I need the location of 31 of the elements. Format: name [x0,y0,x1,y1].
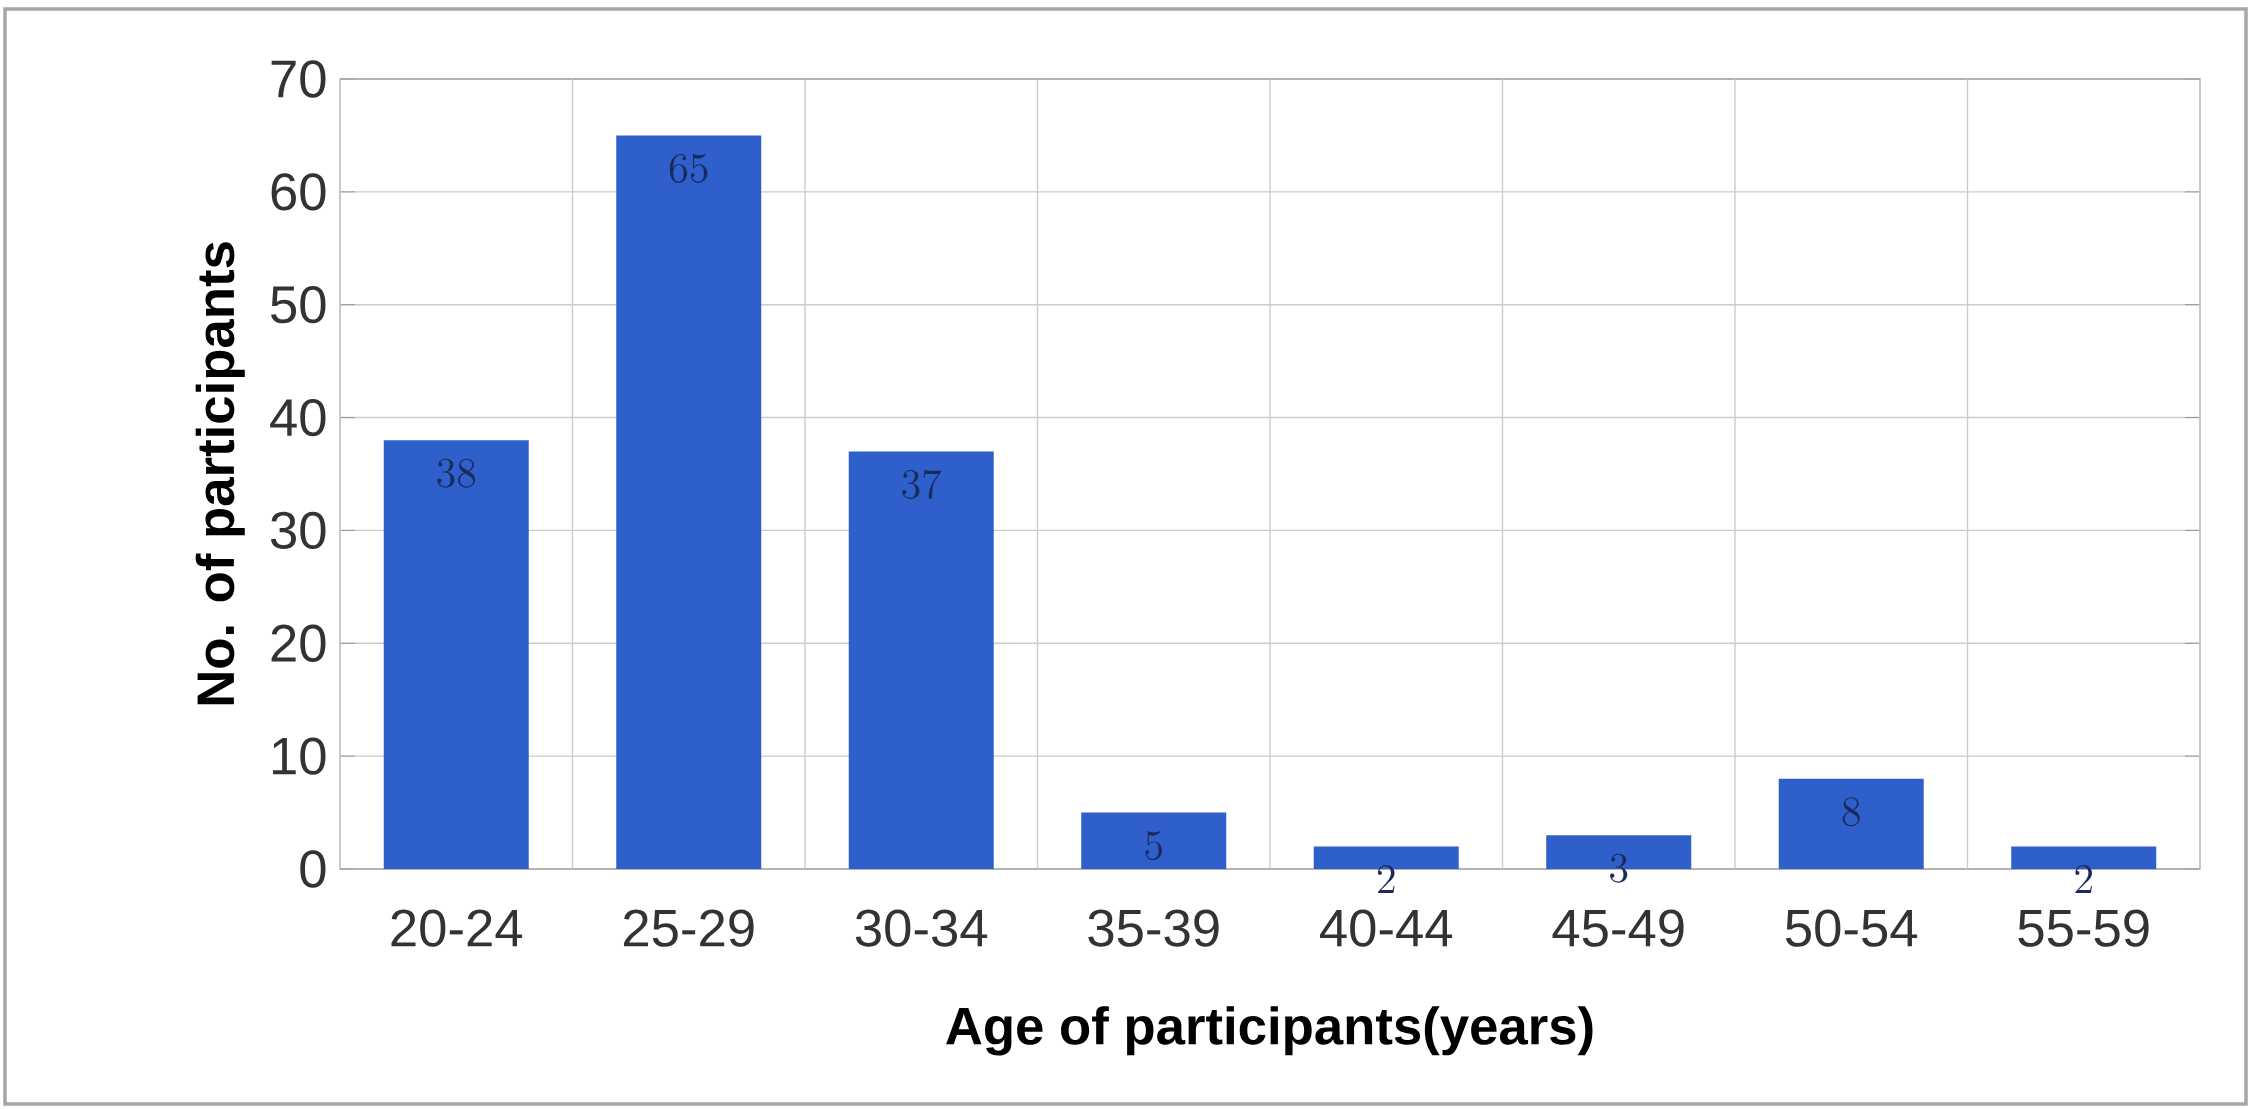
data-label: 8 [1842,797,1860,827]
x-tick-label: 40-44 [1320,909,1453,947]
data-label: 2 [1377,864,1395,894]
y-tick-label: 0 [300,850,326,888]
x-tick-label: 50-54 [1785,909,1918,947]
x-tick-label: 20-24 [391,909,523,947]
bar [383,440,529,869]
y-tick-label: 10 [272,737,326,775]
y-axis-title: No. of participants [195,242,245,705]
y-tick-label: 20 [271,624,326,662]
bar [1778,778,1924,869]
data-label: 5 [1145,831,1162,861]
x-tick-label: 30-34 [855,909,988,947]
bar [616,135,762,869]
data-label: 3 [1610,853,1628,883]
x-tick-label: 35-39 [1088,909,1219,947]
y-tick-label: 40 [270,398,326,437]
y-tick-label: 30 [270,511,326,550]
x-axis-title: Age of participants(years) [946,1006,1593,1056]
x-tick-label: 45-49 [1552,909,1684,947]
y-tick-label: 50 [271,286,326,324]
data-label: 65 [669,153,708,183]
bar [1081,812,1227,869]
y-tick-label: 70 [271,60,326,98]
y-tick-label: 60 [271,173,326,211]
data-label: 2 [2075,864,2092,894]
x-tick-label: 25-29 [623,909,754,947]
bar [848,451,994,869]
data-label: 37 [902,469,942,499]
data-label: 38 [437,458,476,488]
x-tick-label: 55-59 [2018,909,2149,947]
